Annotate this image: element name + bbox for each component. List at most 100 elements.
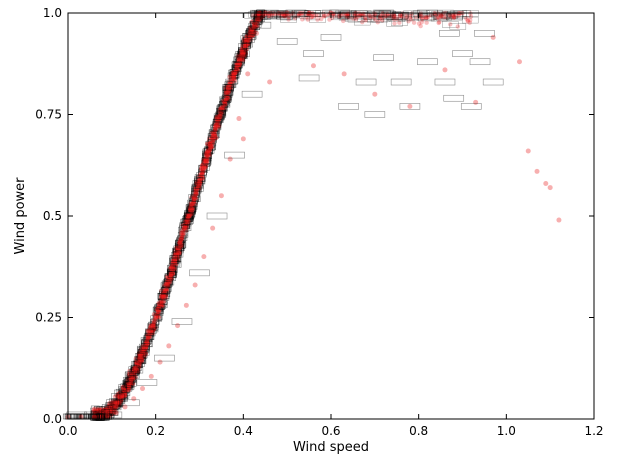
- data-box: [417, 58, 438, 66]
- data-box: [411, 11, 428, 18]
- data-box: [143, 340, 153, 347]
- data-box: [233, 65, 242, 72]
- data-point: [345, 12, 350, 18]
- data-box: [127, 375, 137, 382]
- data-box: [452, 50, 473, 57]
- data-point: [231, 73, 236, 78]
- data-point: [451, 15, 457, 21]
- data-point: [341, 71, 347, 77]
- data-point: [339, 13, 344, 18]
- data-point: [145, 341, 151, 346]
- data-point: [451, 12, 456, 18]
- data-box: [176, 241, 186, 249]
- data-point: [188, 205, 194, 211]
- data-box: [224, 151, 245, 159]
- data-box: [401, 14, 419, 21]
- data-point: [397, 20, 402, 25]
- data-point: [183, 302, 189, 308]
- data-box: [352, 11, 370, 19]
- data-point: [148, 323, 153, 328]
- data-point: [237, 62, 242, 68]
- y-tick-label: 0.5: [43, 209, 62, 223]
- data-point: [392, 14, 397, 19]
- data-box: [442, 21, 459, 28]
- data-box: [184, 212, 194, 220]
- data-point: [139, 358, 145, 364]
- data-point: [170, 264, 175, 269]
- data-point: [286, 14, 291, 20]
- data-point: [296, 13, 302, 18]
- data-point: [132, 366, 137, 371]
- data-box: [268, 11, 286, 18]
- data-box: [175, 239, 184, 247]
- data-box: [206, 212, 228, 220]
- data-box: [196, 177, 205, 184]
- data-box: [246, 29, 255, 37]
- data-point: [315, 17, 320, 22]
- x-axis-label: Wind speed: [293, 440, 369, 455]
- data-point: [442, 67, 448, 73]
- data-box: [210, 132, 219, 139]
- data-point: [382, 14, 388, 19]
- data-point: [373, 17, 378, 22]
- data-point: [424, 20, 429, 25]
- data-box: [309, 16, 326, 23]
- data-point: [78, 414, 84, 420]
- data-box: [191, 184, 201, 191]
- data-point: [172, 253, 177, 258]
- data-point: [251, 25, 257, 30]
- data-box: [234, 61, 243, 68]
- data-box: [293, 11, 310, 19]
- data-point: [168, 266, 173, 271]
- data-point: [207, 142, 213, 147]
- data-point: [429, 12, 434, 18]
- data-box: [221, 95, 231, 102]
- data-point: [164, 282, 169, 287]
- data-point: [409, 17, 414, 22]
- data-point: [194, 191, 199, 196]
- data-point: [216, 123, 221, 129]
- data-box: [229, 69, 239, 76]
- data-point: [322, 13, 327, 19]
- data-point: [358, 12, 364, 18]
- data-point: [244, 38, 250, 43]
- data-point: [437, 15, 442, 21]
- data-box: [143, 335, 153, 342]
- data-point: [234, 65, 239, 71]
- data-box: [474, 29, 495, 37]
- data-point: [236, 63, 241, 69]
- data-box: [244, 12, 261, 19]
- data-point: [181, 226, 187, 231]
- data-point: [151, 312, 157, 317]
- data-point: [166, 282, 171, 287]
- y-tick-label: 1.0: [43, 6, 62, 20]
- data-point: [345, 14, 351, 19]
- data-point: [418, 13, 424, 18]
- data-point: [239, 47, 244, 53]
- data-point: [120, 385, 125, 390]
- data-point: [137, 354, 142, 359]
- data-point: [234, 61, 239, 67]
- data-box: [280, 16, 297, 23]
- data-point: [399, 14, 404, 20]
- data-point: [165, 278, 171, 284]
- data-point: [199, 166, 204, 171]
- data-point: [205, 159, 210, 164]
- data-point: [194, 191, 199, 197]
- data-point: [254, 17, 260, 22]
- data-box: [241, 90, 263, 98]
- data-box: [303, 50, 324, 57]
- data-point: [128, 381, 134, 387]
- data-point: [255, 23, 260, 28]
- data-point: [441, 15, 446, 20]
- data-box: [430, 14, 448, 22]
- data-point: [354, 14, 360, 20]
- data-box: [112, 400, 121, 407]
- data-point: [236, 57, 241, 62]
- data-point: [102, 410, 108, 415]
- data-box: [304, 10, 321, 17]
- data-point: [186, 214, 191, 219]
- data-point: [366, 12, 371, 18]
- data-point: [321, 11, 326, 16]
- data-point: [357, 13, 363, 18]
